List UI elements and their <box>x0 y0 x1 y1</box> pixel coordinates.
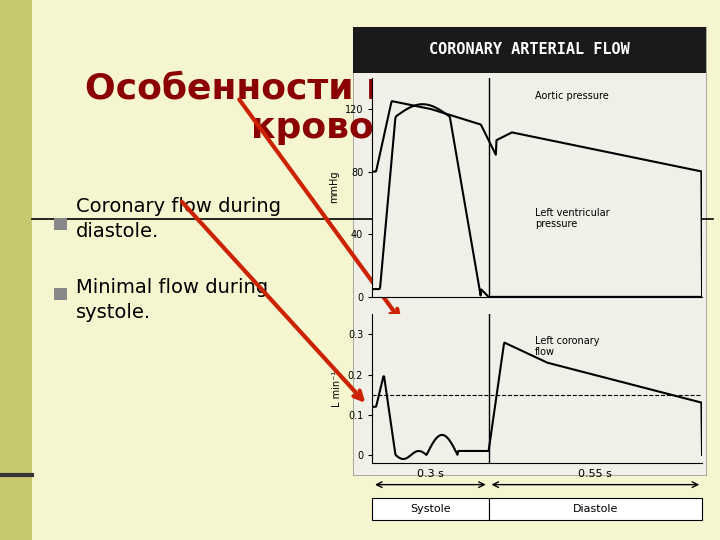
Bar <box>372 498 489 519</box>
Y-axis label: mmHg: mmHg <box>329 171 339 204</box>
Bar <box>54 218 67 230</box>
FancyArrowPatch shape <box>239 99 399 318</box>
Text: Aortic pressure: Aortic pressure <box>535 91 609 101</box>
Text: Minimal flow during
systole.: Minimal flow during systole. <box>76 278 268 322</box>
Text: Left coronary
flow: Left coronary flow <box>535 336 600 357</box>
Text: Diastole: Diastole <box>572 504 618 514</box>
FancyArrowPatch shape <box>182 202 362 400</box>
Bar <box>489 498 702 519</box>
Text: 0.3 s: 0.3 s <box>417 469 444 479</box>
Bar <box>0 0 32 540</box>
Bar <box>54 288 67 300</box>
Text: CORONARY ARTERIAL FLOW: CORONARY ARTERIAL FLOW <box>429 43 629 57</box>
Text: Особенности коронарного
кровотока: Особенности коронарного кровотока <box>85 70 635 145</box>
Bar <box>353 27 706 475</box>
Bar <box>353 27 706 73</box>
Y-axis label: L min⁻¹: L min⁻¹ <box>332 370 342 407</box>
Text: Coronary flow during
diastole.: Coronary flow during diastole. <box>76 197 281 241</box>
Text: 0.55 s: 0.55 s <box>578 469 612 479</box>
Text: Left ventricular
pressure: Left ventricular pressure <box>535 208 610 230</box>
Text: Systole: Systole <box>410 504 451 514</box>
